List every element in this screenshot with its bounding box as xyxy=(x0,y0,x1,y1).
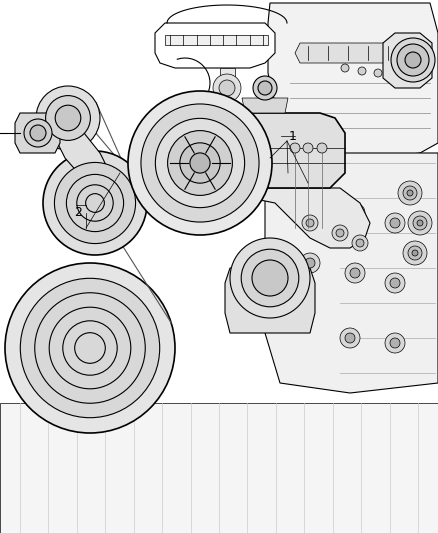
Circle shape xyxy=(350,208,360,218)
Circle shape xyxy=(77,185,113,221)
Circle shape xyxy=(300,253,320,273)
Circle shape xyxy=(24,119,52,147)
Circle shape xyxy=(397,44,429,76)
Circle shape xyxy=(305,258,315,268)
Circle shape xyxy=(305,198,315,208)
Circle shape xyxy=(54,163,135,244)
Circle shape xyxy=(290,143,300,153)
Polygon shape xyxy=(165,35,268,45)
Circle shape xyxy=(86,193,104,212)
Circle shape xyxy=(55,105,81,131)
Circle shape xyxy=(345,263,365,283)
Polygon shape xyxy=(55,128,110,183)
Circle shape xyxy=(241,249,299,307)
Circle shape xyxy=(303,143,313,153)
Circle shape xyxy=(230,238,310,318)
Polygon shape xyxy=(15,113,60,153)
Circle shape xyxy=(46,95,90,140)
Circle shape xyxy=(358,67,366,75)
Circle shape xyxy=(390,218,400,228)
Polygon shape xyxy=(225,268,315,333)
Circle shape xyxy=(412,250,418,256)
Polygon shape xyxy=(220,68,235,88)
Circle shape xyxy=(407,190,413,196)
Circle shape xyxy=(336,229,344,237)
Circle shape xyxy=(413,216,427,230)
Circle shape xyxy=(356,239,364,247)
Circle shape xyxy=(253,76,277,100)
Circle shape xyxy=(36,86,100,150)
Text: 2: 2 xyxy=(74,206,82,220)
Polygon shape xyxy=(265,153,438,393)
Circle shape xyxy=(252,260,288,296)
Circle shape xyxy=(20,278,160,418)
Polygon shape xyxy=(250,188,370,248)
Circle shape xyxy=(213,74,241,102)
Circle shape xyxy=(345,203,365,223)
Circle shape xyxy=(300,193,320,213)
Polygon shape xyxy=(295,43,395,63)
Circle shape xyxy=(30,125,46,141)
Circle shape xyxy=(345,333,355,343)
Circle shape xyxy=(306,219,314,227)
Polygon shape xyxy=(383,33,432,88)
Circle shape xyxy=(35,293,145,403)
Circle shape xyxy=(67,174,124,232)
Circle shape xyxy=(63,321,117,375)
Circle shape xyxy=(385,213,405,233)
Circle shape xyxy=(317,143,327,153)
Circle shape xyxy=(352,235,368,251)
Polygon shape xyxy=(0,403,438,533)
Circle shape xyxy=(302,215,318,231)
Circle shape xyxy=(408,211,432,235)
Circle shape xyxy=(49,307,131,389)
Circle shape xyxy=(180,143,220,183)
Circle shape xyxy=(403,241,427,265)
Circle shape xyxy=(385,273,405,293)
Circle shape xyxy=(417,220,423,226)
Polygon shape xyxy=(205,113,345,188)
Circle shape xyxy=(141,104,259,222)
Circle shape xyxy=(390,338,400,348)
Circle shape xyxy=(332,225,348,241)
Circle shape xyxy=(405,52,421,68)
Circle shape xyxy=(403,186,417,200)
Polygon shape xyxy=(268,3,438,158)
Circle shape xyxy=(128,91,272,235)
Circle shape xyxy=(391,38,435,82)
Text: 1: 1 xyxy=(289,130,297,142)
Circle shape xyxy=(385,333,405,353)
Circle shape xyxy=(5,263,175,433)
Circle shape xyxy=(341,64,349,72)
Polygon shape xyxy=(155,23,275,68)
Polygon shape xyxy=(242,98,288,113)
Circle shape xyxy=(43,151,147,255)
Circle shape xyxy=(340,328,360,348)
Circle shape xyxy=(258,81,272,95)
Circle shape xyxy=(408,246,422,260)
Circle shape xyxy=(219,80,235,96)
Circle shape xyxy=(350,268,360,278)
Circle shape xyxy=(374,69,382,77)
Circle shape xyxy=(168,131,233,196)
Circle shape xyxy=(75,333,105,364)
Circle shape xyxy=(155,118,245,208)
Circle shape xyxy=(390,278,400,288)
Circle shape xyxy=(398,181,422,205)
Circle shape xyxy=(190,153,210,173)
